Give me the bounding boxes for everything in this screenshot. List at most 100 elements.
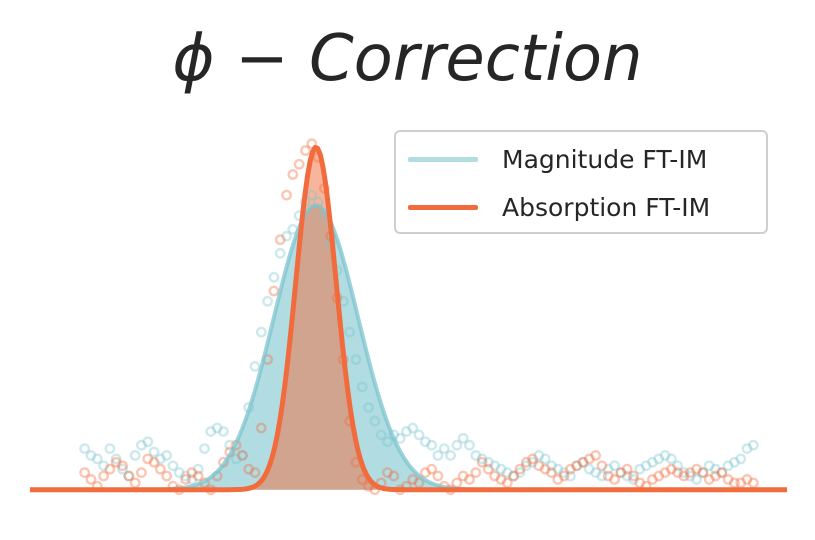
legend-label-absorption: Absorption FT-IM <box>502 192 711 222</box>
absorption-data-point <box>489 470 501 482</box>
absorption-data-point <box>236 450 248 461</box>
magnitude-data-point <box>470 450 482 461</box>
legend-item-absorption: Absorption FT-IM <box>408 192 710 222</box>
magnitude-data-point <box>527 456 538 468</box>
absorption-data-point <box>672 467 684 478</box>
absorption-data-point <box>552 474 564 485</box>
magnitude-data-point <box>697 467 709 478</box>
absorption-data-point <box>703 474 715 485</box>
absorption-data-point <box>583 453 595 465</box>
magnitude-data-point <box>199 443 210 455</box>
absorption-data-point <box>747 477 759 489</box>
magnitude-data-point <box>546 460 557 472</box>
absorption-data-point <box>501 477 513 489</box>
magnitude-data-point <box>236 450 248 461</box>
magnitude-data-point <box>596 470 608 482</box>
magnitude-data-point <box>262 295 274 307</box>
magnitude-data-point <box>665 453 677 465</box>
absorption-data-point <box>615 467 627 478</box>
magnitude-data-point <box>306 189 318 201</box>
absorption-data-point <box>716 467 728 478</box>
series-points <box>79 138 759 496</box>
magnitude-data-point <box>91 453 103 465</box>
magnitude-data-point <box>268 271 280 283</box>
magnitude-data-point <box>710 463 721 475</box>
legend-swatch-absorption <box>408 204 478 210</box>
magnitude-data-point <box>495 463 507 475</box>
absorption-data-point <box>539 463 551 475</box>
magnitude-data-point <box>205 426 217 437</box>
magnitude-data-point <box>558 467 570 478</box>
absorption-data-point <box>684 467 696 478</box>
magnitude-data-point <box>508 470 520 482</box>
magnitude-data-point <box>634 463 646 475</box>
magnitude-data-point <box>602 463 614 475</box>
magnitude-data-point <box>129 450 141 461</box>
magnitude-data-point <box>375 429 387 441</box>
magnitude-data-point <box>552 463 564 475</box>
absorption-data-point <box>647 474 658 485</box>
magnitude-data-point <box>382 436 393 448</box>
magnitude-data-point <box>419 436 431 448</box>
magnitude-data-point <box>457 432 469 444</box>
absorption-data-point <box>388 470 400 482</box>
absorption-data-point <box>590 450 602 461</box>
magnitude-data-point <box>255 326 267 338</box>
magnitude-data-point <box>85 450 97 461</box>
absorption-data-point <box>710 470 721 482</box>
magnitude-data-point <box>722 460 734 472</box>
magnitude-data-point <box>407 422 419 434</box>
legend-label-magnitude: Magnitude FT-IM <box>502 144 708 174</box>
magnitude-data-point <box>117 463 128 475</box>
magnitude-data-point <box>684 470 696 482</box>
absorption-data-point <box>741 474 753 485</box>
absorption-data-point <box>483 463 494 475</box>
magnitude-data-point <box>369 415 381 427</box>
absorption-data-point <box>577 456 589 468</box>
absorption-data-point <box>565 463 576 475</box>
absorption-data-point <box>470 467 482 478</box>
magnitude-data-point <box>154 453 166 465</box>
magnitude-data-point <box>350 354 362 365</box>
magnitude-data-point <box>489 460 501 472</box>
absorption-data-point <box>527 453 538 465</box>
magnitude-data-point <box>628 474 639 485</box>
magnitude-data-point <box>249 360 261 372</box>
absorption-data-point <box>457 470 469 482</box>
magnitude-data-point <box>672 460 684 472</box>
absorption-data-point <box>729 477 740 489</box>
magnitude-data-point <box>438 443 450 455</box>
absorption-data-point <box>104 463 116 475</box>
magnitude-data-point <box>451 439 463 451</box>
absorption-data-point <box>129 477 141 489</box>
magnitude-data-point <box>615 467 627 478</box>
magnitude-fit-line <box>30 203 787 492</box>
absorption-data-point <box>621 463 633 475</box>
absorption-data-point <box>268 285 280 297</box>
magnitude-data-point <box>413 429 425 441</box>
legend: Magnitude FT-IM Absorption FT-IM <box>394 130 768 234</box>
absorption-fit-line <box>30 144 787 493</box>
magnitude-data-point <box>211 422 223 434</box>
absorption-data-point <box>382 467 393 478</box>
legend-swatch-magnitude <box>408 156 478 162</box>
absorption-data-point <box>407 474 419 485</box>
magnitude-data-point <box>110 453 122 465</box>
absorption-data-point <box>136 467 147 478</box>
absorption-data-point <box>697 467 709 478</box>
magnitude-data-point <box>590 467 602 478</box>
magnitude-data-point <box>148 446 160 458</box>
absorption-data-point <box>514 463 526 475</box>
absorption-data-point <box>186 467 198 478</box>
absorption-data-point <box>79 467 91 478</box>
absorption-data-point <box>691 463 702 475</box>
absorption-data-point <box>274 234 286 246</box>
absorption-data-point <box>546 467 557 478</box>
absorption-data-point <box>85 474 97 485</box>
magnitude-data-point <box>123 470 135 482</box>
absorption-data-point <box>653 470 665 482</box>
absorption-data-point <box>476 456 488 468</box>
magnitude-data-point <box>281 230 292 242</box>
absorption-data-point <box>249 467 261 478</box>
magnitude-data-point <box>565 470 576 482</box>
